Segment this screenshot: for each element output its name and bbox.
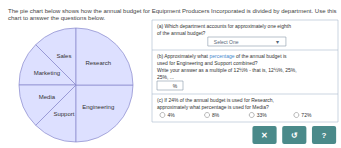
svg-text:(a) Which department accounts: (a) Which department accounts for approx… bbox=[157, 23, 291, 29]
svg-text:▾: ▾ bbox=[276, 39, 279, 45]
svg-text:↺: ↺ bbox=[291, 131, 298, 140]
svg-text:Engineering: Engineering bbox=[82, 104, 114, 110]
svg-text:Marketing: Marketing bbox=[34, 70, 60, 76]
svg-text:4%: 4% bbox=[167, 112, 175, 118]
svg-text:Sales: Sales bbox=[56, 53, 71, 59]
svg-text:used for Engineering and Suppo: used for Engineering and Support combine… bbox=[157, 60, 258, 66]
svg-text:Research: Research bbox=[85, 60, 111, 66]
svg-text:(c) If 24% of the annual budge: (c) If 24% of the annual budget is used … bbox=[157, 97, 274, 103]
svg-text:Media: Media bbox=[39, 94, 56, 100]
svg-text:Support: Support bbox=[53, 111, 74, 117]
svg-text:of the annual budget?: of the annual budget? bbox=[157, 30, 206, 36]
svg-text:72%: 72% bbox=[301, 112, 312, 118]
svg-text:%: % bbox=[173, 83, 178, 89]
svg-text:percentage: percentage bbox=[210, 53, 235, 59]
svg-text:33%: 33% bbox=[257, 112, 268, 118]
svg-text:of the annual budget is: of the annual budget is bbox=[235, 53, 287, 59]
svg-text:Select One: Select One bbox=[214, 39, 239, 45]
svg-text:approximately what percentage: approximately what percentage is used fo… bbox=[157, 104, 269, 110]
svg-text:The pie chart below shows how: The pie chart below shows how the annual… bbox=[8, 8, 338, 14]
svg-text:(b) Approximately what: (b) Approximately what bbox=[157, 53, 209, 59]
svg-text:Write your answer as a multipl: Write your answer as a multiple of 12½% … bbox=[157, 67, 297, 73]
svg-text:25%, ...: 25%, ... bbox=[157, 74, 174, 80]
svg-text:✕: ✕ bbox=[261, 131, 268, 140]
svg-text:?: ? bbox=[322, 131, 327, 140]
svg-text:8%: 8% bbox=[212, 112, 220, 118]
svg-text:chart to answer the questions: chart to answer the questions below. bbox=[8, 15, 105, 21]
